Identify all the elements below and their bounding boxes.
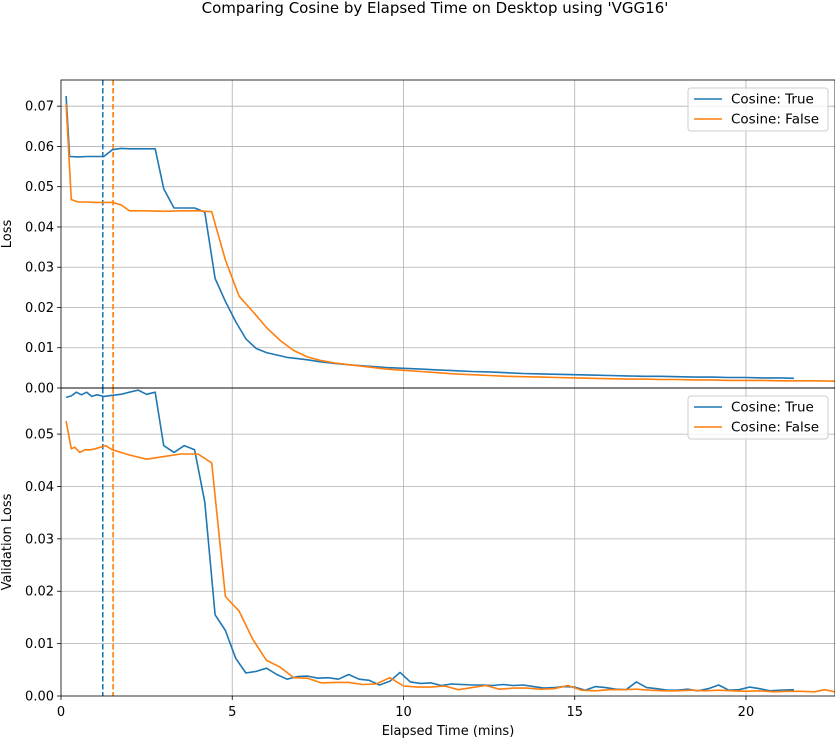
- series-line: [65, 104, 835, 382]
- legend-box: [687, 395, 829, 440]
- x-tick-label: 15: [566, 705, 583, 720]
- legend-label: Cosine: True: [731, 92, 814, 108]
- chart-title: Comparing Cosine by Elapsed Time on Desk…: [202, 0, 669, 17]
- y-tick-label: 0.01: [25, 637, 54, 652]
- y-axis-label: Validation Loss: [0, 493, 15, 590]
- series-line: [65, 420, 835, 693]
- y-tick-label: 0.02: [25, 301, 54, 316]
- x-tick-label: 10: [395, 705, 412, 720]
- x-tick-label: 20: [738, 705, 755, 720]
- x-tick-label: 5: [228, 705, 236, 720]
- y-tick-label: 0.05: [25, 428, 54, 443]
- y-tick-label: 0.04: [25, 480, 54, 495]
- y-axis-label: Loss: [0, 220, 15, 249]
- y-tick-label: 0.04: [25, 220, 54, 235]
- y-tick-label: 0.02: [25, 585, 54, 600]
- legend-label: Cosine: False: [731, 420, 819, 436]
- y-tick-label: 0.05: [25, 180, 54, 195]
- legend-box: [687, 87, 829, 132]
- legend-label: Cosine: True: [731, 400, 814, 416]
- y-tick-label: 0.01: [25, 341, 54, 356]
- y-tick-label: 0.00: [25, 382, 54, 397]
- y-tick-label: 0.07: [25, 100, 54, 115]
- series-line: [65, 96, 794, 380]
- y-tick-label: 0.00: [25, 690, 54, 705]
- y-tick-label: 0.06: [25, 140, 54, 155]
- x-tick-label: 0: [57, 705, 65, 720]
- y-tick-label: 0.03: [25, 261, 54, 276]
- series-line: [65, 389, 794, 692]
- loss-panel: 0.00 0.01 0.02 0.03 0.04 0.05 0.06 0.07 Loss Cosi…: [0, 79, 835, 397]
- validation-loss-panel: 0.00 0.01 0.02 0.03 0.04 0.05 Validation Loss C…: [0, 387, 835, 720]
- legend-label: Cosine: False: [731, 112, 819, 128]
- y-tick-label: 0.03: [25, 532, 54, 547]
- axes-frame: [60, 387, 835, 697]
- x-axis-label: Elapsed Time (mins): [382, 724, 515, 739]
